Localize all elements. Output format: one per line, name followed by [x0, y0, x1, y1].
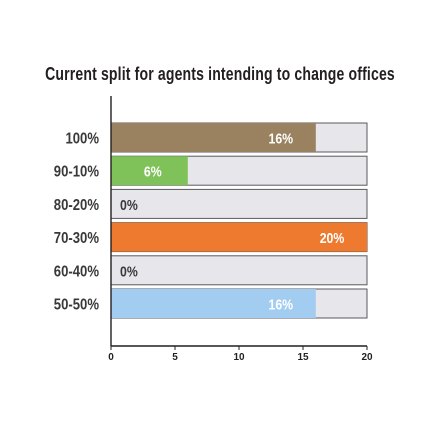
category-label: 60-40% — [54, 263, 99, 280]
x-tick-label: 0 — [108, 352, 114, 363]
chart-title: Current split for agents intending to ch… — [45, 64, 395, 84]
x-tick-label: 5 — [172, 352, 178, 363]
category-label: 80-20% — [54, 197, 99, 214]
value-label: 20% — [320, 230, 345, 246]
category-label: 70-30% — [54, 230, 99, 247]
category-label: 100% — [65, 130, 99, 147]
bar — [111, 123, 316, 152]
bar-track — [110, 255, 368, 286]
value-label: 0% — [120, 263, 138, 279]
value-label: 16% — [268, 296, 293, 312]
x-tick-label: 15 — [297, 352, 309, 363]
value-label: 0% — [120, 197, 138, 213]
x-tick-label: 10 — [233, 352, 245, 363]
category-label: 50-50% — [54, 296, 99, 313]
bar — [111, 289, 316, 318]
value-label: 16% — [268, 130, 293, 146]
bar — [111, 222, 367, 252]
category-label: 90-10% — [54, 164, 99, 181]
bar-track — [110, 188, 368, 219]
x-tick-label: 20 — [361, 352, 373, 363]
bar — [111, 156, 188, 186]
value-label: 6% — [144, 164, 162, 180]
